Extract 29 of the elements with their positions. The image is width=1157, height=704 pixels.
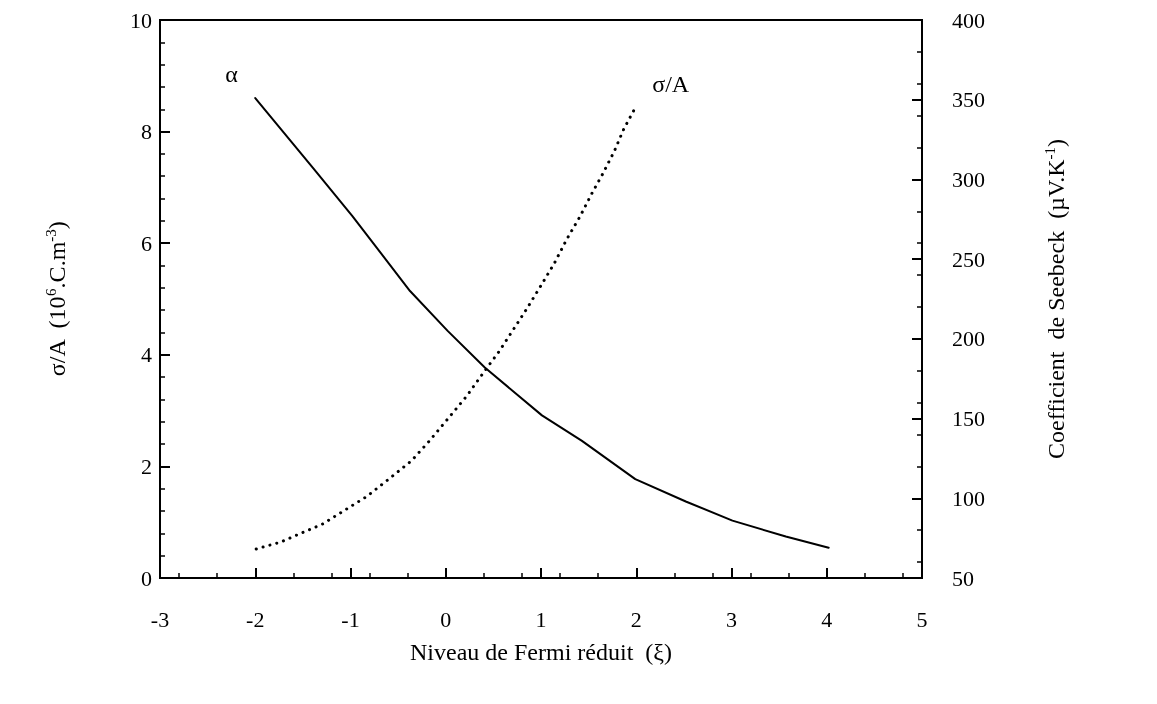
y2-axis-title: Coefficient de Seebeck (µV.K-1) (1041, 138, 1069, 460)
x-tick-label: 0 (440, 606, 452, 632)
y2-tick-label: 150 (952, 406, 985, 432)
x-tick-label: -3 (150, 606, 170, 632)
line-series (254, 97, 830, 549)
y-tick-label: 8 (141, 119, 152, 145)
y-tick-label: 6 (141, 230, 152, 256)
series-label: α (225, 61, 239, 88)
x-tick-label: 2 (630, 606, 642, 632)
y2-tick-label: 400 (952, 7, 985, 33)
y-tick-label: 4 (141, 342, 152, 368)
x-tick-label: -2 (246, 606, 265, 632)
x-axis-title: Niveau de Fermi réduit (ξ) (410, 639, 672, 665)
y-axis-title: σ/A (106.C.m-3) (42, 221, 70, 377)
y-tick-label: 0 (141, 565, 152, 591)
y2-tick-label: 100 (952, 485, 985, 511)
y2-tick-label: 200 (952, 326, 985, 352)
x-tick-label: 3 (726, 606, 737, 632)
x-tick-label: -1 (341, 606, 360, 632)
x-tick-label: 4 (821, 606, 833, 632)
x-tick-label: 5 (916, 606, 928, 632)
y2-tick-label: 300 (952, 166, 985, 192)
y2-tick-label: 50 (952, 565, 974, 591)
y-tick-label: 10 (130, 7, 152, 33)
series-label: σ/A (652, 70, 690, 97)
y2-tick-label: 350 (952, 87, 985, 113)
y-tick-label: 2 (141, 453, 152, 479)
y2-tick-label: 250 (952, 246, 985, 272)
x-tick-label: 1 (535, 606, 547, 632)
